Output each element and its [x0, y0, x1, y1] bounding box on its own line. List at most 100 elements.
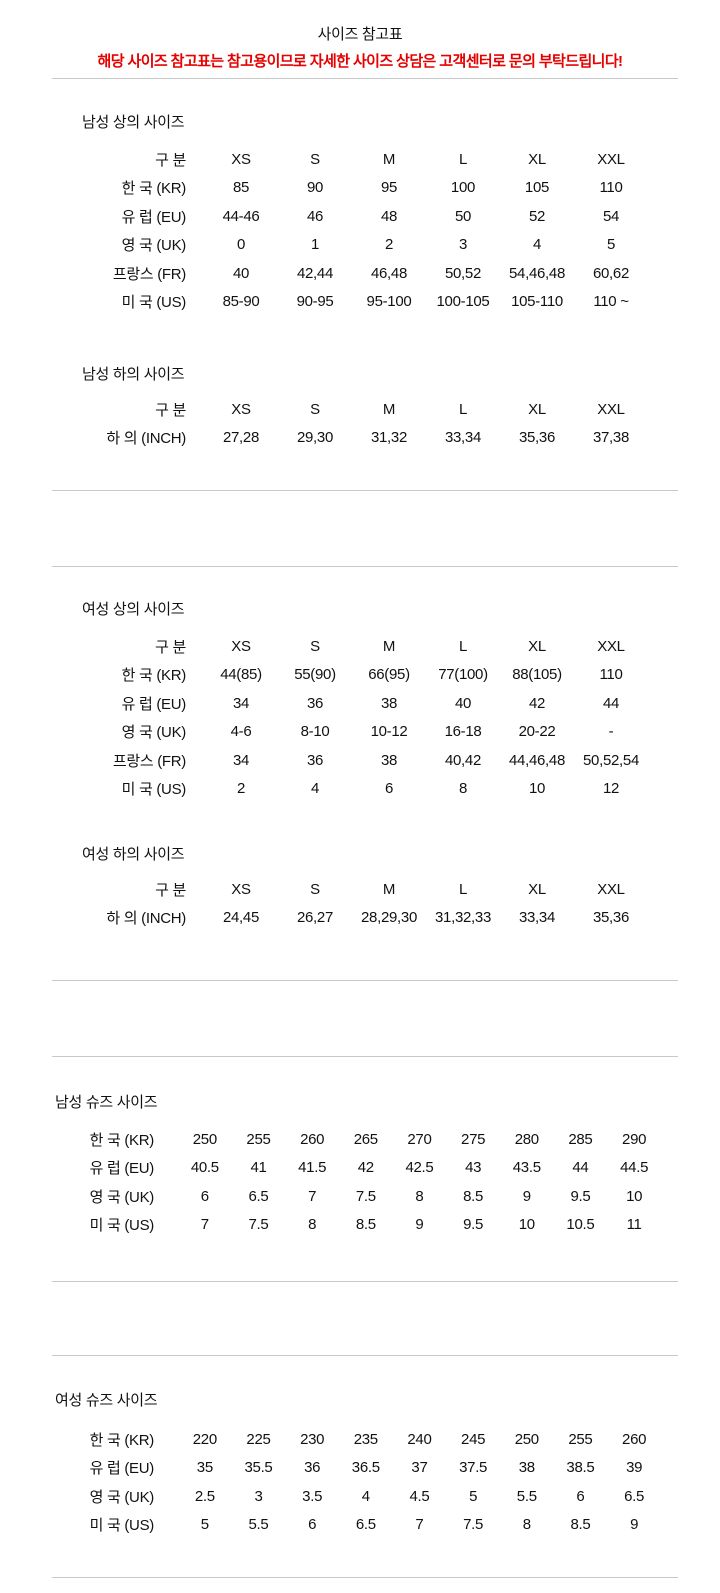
size-value: XXL	[597, 637, 625, 655]
size-value: 35	[196, 1459, 213, 1477]
table-row: 프랑스 (FR) 34 36 38 40,42 44,46,48 50,52,54	[53, 746, 648, 775]
table-row: 구 분 XS S M L XL XXL	[53, 632, 648, 661]
table-row: 프랑스 (FR) 40 42,44 46,48 50,52 54,46,48 60,62	[53, 259, 648, 288]
size-value: 105-110	[511, 293, 563, 311]
size-value: 110	[599, 666, 623, 684]
size-value: 3	[254, 1487, 263, 1505]
size-value: 44,46,48	[509, 751, 565, 769]
size-value: XS	[231, 150, 251, 168]
size-value: 4-6	[230, 723, 252, 741]
size-value: M	[382, 637, 396, 655]
size-value: 1	[310, 236, 320, 254]
size-value: 270	[407, 1130, 432, 1148]
size-value: 40,42	[444, 751, 482, 769]
size-value: 4	[532, 236, 542, 254]
row-label: 한 국 (KR)	[121, 667, 187, 685]
size-value: 235	[353, 1430, 378, 1448]
size-value: 26,27	[296, 909, 334, 927]
table-row: 한 국 (KR) 220 225 230 235 240 245 250 255 260	[53, 1425, 661, 1454]
size-value: 260	[300, 1130, 325, 1148]
size-value: 44	[572, 1159, 589, 1177]
size-value: 39	[626, 1459, 643, 1477]
size-value: 40.5	[190, 1159, 219, 1177]
size-value: 6	[308, 1516, 317, 1534]
row-label: 영 국 (UK)	[89, 1188, 155, 1206]
size-value: 35.5	[244, 1459, 273, 1477]
size-value: 34	[232, 751, 250, 769]
size-value: 90-95	[296, 293, 334, 311]
size-value: 11	[626, 1216, 642, 1234]
size-value: M	[382, 400, 396, 418]
size-value: 31,32	[370, 429, 408, 447]
table-row: 영 국 (UK) 2.5 3 3.5 4 4.5 5 5.5 6 6.5	[53, 1482, 661, 1511]
table-row: 유 럽 (EU) 35 35.5 36 36.5 37 37.5 38 38.5 39	[53, 1454, 661, 1483]
size-value: 38	[518, 1459, 535, 1477]
size-value: 7.5	[355, 1187, 376, 1205]
size-value: -	[608, 723, 614, 741]
size-value: 275	[461, 1130, 486, 1148]
size-value: 42	[357, 1159, 374, 1177]
size-value: 10	[518, 1216, 535, 1234]
table-row: 유 럽 (EU) 34 36 38 40 42 44	[53, 689, 648, 718]
size-value: 34	[232, 694, 250, 712]
size-value: 5	[606, 236, 616, 254]
row-label: 구 분	[155, 881, 186, 899]
size-value: 36	[306, 694, 324, 712]
size-value: 2	[384, 236, 394, 254]
divider	[52, 1281, 678, 1282]
size-value: 285	[568, 1130, 593, 1148]
size-value: 7.5	[463, 1516, 484, 1534]
row-label: 구 분	[155, 151, 186, 169]
row-label: 영 국 (UK)	[89, 1488, 155, 1506]
size-value: XXL	[597, 150, 625, 168]
row-label: 하 의 (INCH)	[106, 430, 186, 448]
size-value: 9.5	[570, 1187, 591, 1205]
size-value: 48	[380, 207, 398, 225]
size-value: 230	[300, 1430, 325, 1448]
size-value: 8.5	[463, 1187, 484, 1205]
size-value: 220	[192, 1430, 217, 1448]
size-value: 10	[626, 1187, 643, 1205]
row-label: 영 국 (UK)	[121, 237, 187, 255]
size-value: 4	[361, 1487, 370, 1505]
table-row: 한 국 (KR) 250 255 260 265 270 275 280 285 290	[53, 1125, 661, 1154]
size-value: 260	[622, 1430, 647, 1448]
size-value: 9	[630, 1516, 639, 1534]
row-label: 미 국 (US)	[121, 781, 187, 799]
size-value: 6	[200, 1187, 209, 1205]
table-row: 유 럽 (EU) 44-46 46 48 50 52 54	[53, 202, 648, 231]
size-value: 4	[310, 780, 320, 798]
size-value: 110 ~	[593, 293, 629, 311]
size-value: 28,29,30	[361, 909, 417, 927]
row-label: 유 럽 (EU)	[89, 1160, 155, 1178]
size-value: L	[458, 150, 468, 168]
size-value: 9.5	[463, 1216, 484, 1234]
size-value: 36.5	[351, 1459, 380, 1477]
size-value: 6.5	[355, 1516, 376, 1534]
divider	[52, 1355, 678, 1356]
table-row: 영 국 (UK) 4-6 8-10 10-12 16-18 20-22 -	[53, 718, 648, 747]
size-value: 100	[450, 179, 476, 197]
size-value: 7	[415, 1516, 424, 1534]
size-value: 50,52,54	[583, 751, 639, 769]
size-value: 36	[304, 1459, 321, 1477]
size-value: 29,30	[296, 429, 334, 447]
size-value: 42	[528, 694, 546, 712]
size-value: 5	[200, 1516, 209, 1534]
size-value: L	[458, 637, 468, 655]
size-value: 6.5	[624, 1487, 645, 1505]
table-row: 하 의 (INCH) 27,28 29,30 31,32 33,34 35,36 37,38	[53, 424, 648, 453]
size-value: 8.5	[355, 1216, 376, 1234]
size-value: XS	[231, 880, 251, 898]
size-value: 265	[353, 1130, 378, 1148]
size-value: 5	[469, 1487, 478, 1505]
size-notice-text: 해당 사이즈 참고표는 참고용이므로 자세한 사이즈 상담은 고객센터로 문의 …	[97, 53, 624, 70]
size-value: 85	[232, 179, 250, 197]
size-value: 54,46,48	[509, 264, 565, 282]
row-label: 미 국 (US)	[89, 1517, 155, 1535]
section-heading-womens-top: 여성 상의 사이즈	[82, 601, 185, 618]
size-value: L	[458, 400, 468, 418]
size-value: XXL	[597, 400, 625, 418]
size-value: S	[310, 880, 320, 898]
